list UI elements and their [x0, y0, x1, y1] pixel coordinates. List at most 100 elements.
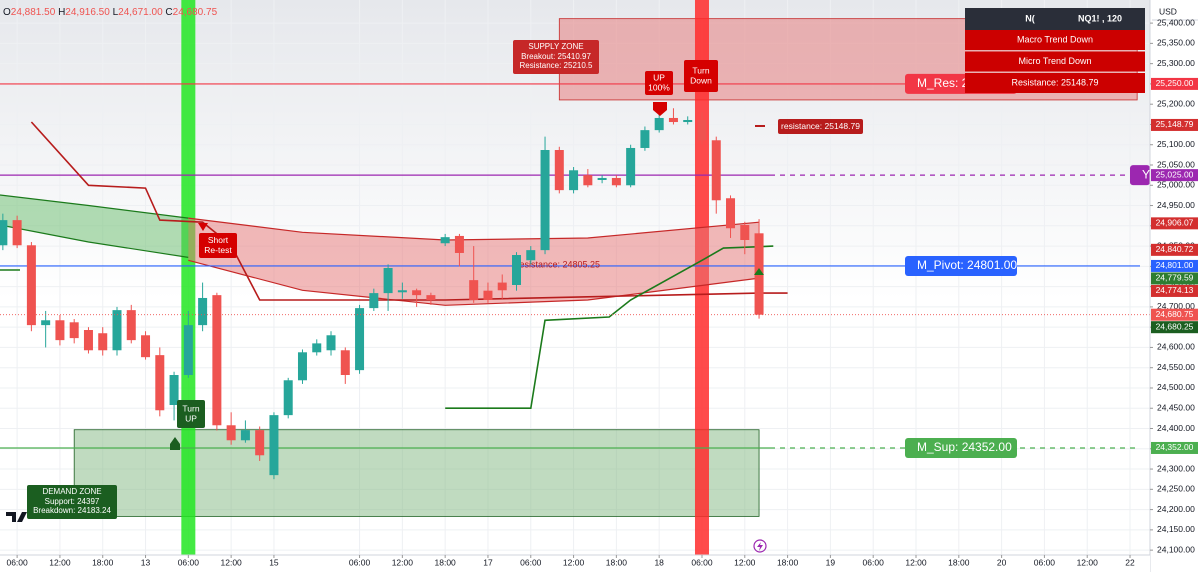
candle-body: [426, 295, 436, 300]
y-tick-label: 24,500.00: [1157, 382, 1195, 392]
y-tick-label: 25,300.00: [1157, 58, 1195, 68]
marker-triangle: [754, 268, 764, 275]
panel-row-text: Micro Trend Down: [1018, 56, 1091, 66]
ohlc-value: 24,671.00: [118, 7, 163, 18]
panel-row: [965, 73, 1145, 93]
marker-down: [198, 223, 208, 231]
candle-body: [0, 220, 8, 246]
candle-body: [483, 290, 493, 300]
x-tick-label: 06:00: [349, 557, 371, 567]
annotation-text: Resistance: 24805.25: [513, 259, 600, 269]
candle-body: [112, 310, 122, 351]
time-axis: [0, 555, 1150, 572]
y-tick-label: 24,100.00: [1157, 544, 1195, 554]
candle-body: [526, 250, 536, 261]
candle-body: [397, 290, 407, 293]
annotation-text: resistance: 25148.79: [781, 121, 860, 131]
panel-row: [965, 51, 1145, 72]
candle-body: [626, 147, 636, 186]
x-tick-label: 18:00: [606, 557, 628, 567]
ohlc-key: L: [113, 7, 119, 18]
ohlc-key: O: [3, 7, 11, 18]
price-badge: [1151, 77, 1198, 90]
candle-body: [55, 320, 65, 341]
annotation-text: Re-test: [204, 245, 232, 255]
zone-label-box: [513, 40, 599, 74]
candle-body: [98, 333, 108, 351]
annotation-text: 100%: [648, 82, 670, 92]
marker-shield: [653, 102, 667, 116]
annotation-text: Turn: [692, 65, 709, 75]
y-tick-label: 24,450.00: [1157, 402, 1195, 412]
annotation-box: [199, 233, 237, 258]
candle-body: [654, 117, 664, 131]
panel-row-text: Resistance: 25148.79: [1011, 77, 1098, 87]
panel-header-text: NQ1! , 120: [1078, 13, 1122, 23]
indicator-line: [0, 245, 774, 409]
candle-body: [155, 355, 165, 411]
annotation-text: UP: [653, 72, 665, 82]
zone-line: Resistance: 25210.5: [520, 61, 593, 70]
candle-body: [583, 175, 593, 186]
price-badge-label: 24,840.72: [1156, 244, 1194, 254]
level-badge: [905, 437, 1017, 458]
x-tick-label: 06:00: [691, 557, 713, 567]
y-tick-label: 24,150.00: [1157, 524, 1195, 534]
candle-body: [683, 120, 693, 123]
price-badge-label: 24,680.25: [1156, 321, 1194, 331]
logo: [6, 512, 27, 522]
level-label: Y: [1142, 167, 1150, 181]
x-tick-label: 18: [654, 557, 664, 567]
price-badge: [1151, 321, 1198, 334]
x-tick-label: 15: [269, 557, 279, 567]
candle-body: [126, 310, 136, 341]
x-tick-label: 18:00: [435, 557, 457, 567]
candle-body: [283, 380, 293, 416]
x-tick-label: 17: [483, 557, 493, 567]
signal-highlight: [181, 0, 196, 555]
price-badge-label: 25,250.00: [1156, 78, 1194, 88]
candle-body: [540, 150, 550, 251]
band-area: [0, 195, 189, 258]
annotation-text: Short: [208, 235, 229, 245]
candle-body: [440, 237, 450, 244]
candle-body: [412, 290, 422, 296]
price-badge: [1151, 243, 1198, 256]
currency: USD: [1159, 6, 1177, 16]
candle-body: [312, 343, 322, 353]
candle-body: [255, 430, 265, 456]
price-badge: [1151, 217, 1198, 230]
x-tick-label: 12:00: [563, 557, 585, 567]
y-tick-label: 25,100.00: [1157, 139, 1195, 149]
x-tick-label: 06:00: [1034, 557, 1056, 567]
candle-body: [726, 198, 736, 229]
candle-body: [169, 375, 179, 405]
zone-title: SUPPLY ZONE: [528, 42, 583, 51]
y-tick-label: 25,350.00: [1157, 38, 1195, 48]
price-badge-label: 24,801.00: [1156, 260, 1194, 270]
candle-body: [383, 267, 393, 294]
candle-body: [611, 177, 621, 186]
price-badge: [1151, 284, 1198, 297]
candle-body: [469, 280, 479, 300]
candle-body: [554, 150, 564, 191]
x-tick-label: 12:00: [1077, 557, 1099, 567]
price-badge-label: 24,906.07: [1156, 218, 1194, 228]
candle-body: [12, 220, 22, 246]
candle-body: [569, 170, 579, 191]
x-tick-label: 12:00: [734, 557, 756, 567]
marker-up: [170, 437, 180, 450]
x-tick-label: 12:00: [49, 557, 71, 567]
price-badge: [1151, 272, 1198, 285]
y-tick-label: 25,200.00: [1157, 98, 1195, 108]
x-tick-label: 18:00: [92, 557, 114, 567]
candle-body: [26, 245, 36, 326]
candle-body: [240, 430, 250, 441]
x-tick-label: 19: [826, 557, 836, 567]
candle-body: [497, 282, 507, 291]
price-badge-label: 25,148.79: [1156, 119, 1194, 129]
x-tick-label: 12:00: [221, 557, 243, 567]
candle-body: [454, 235, 464, 253]
zone-label-box: [27, 485, 117, 519]
